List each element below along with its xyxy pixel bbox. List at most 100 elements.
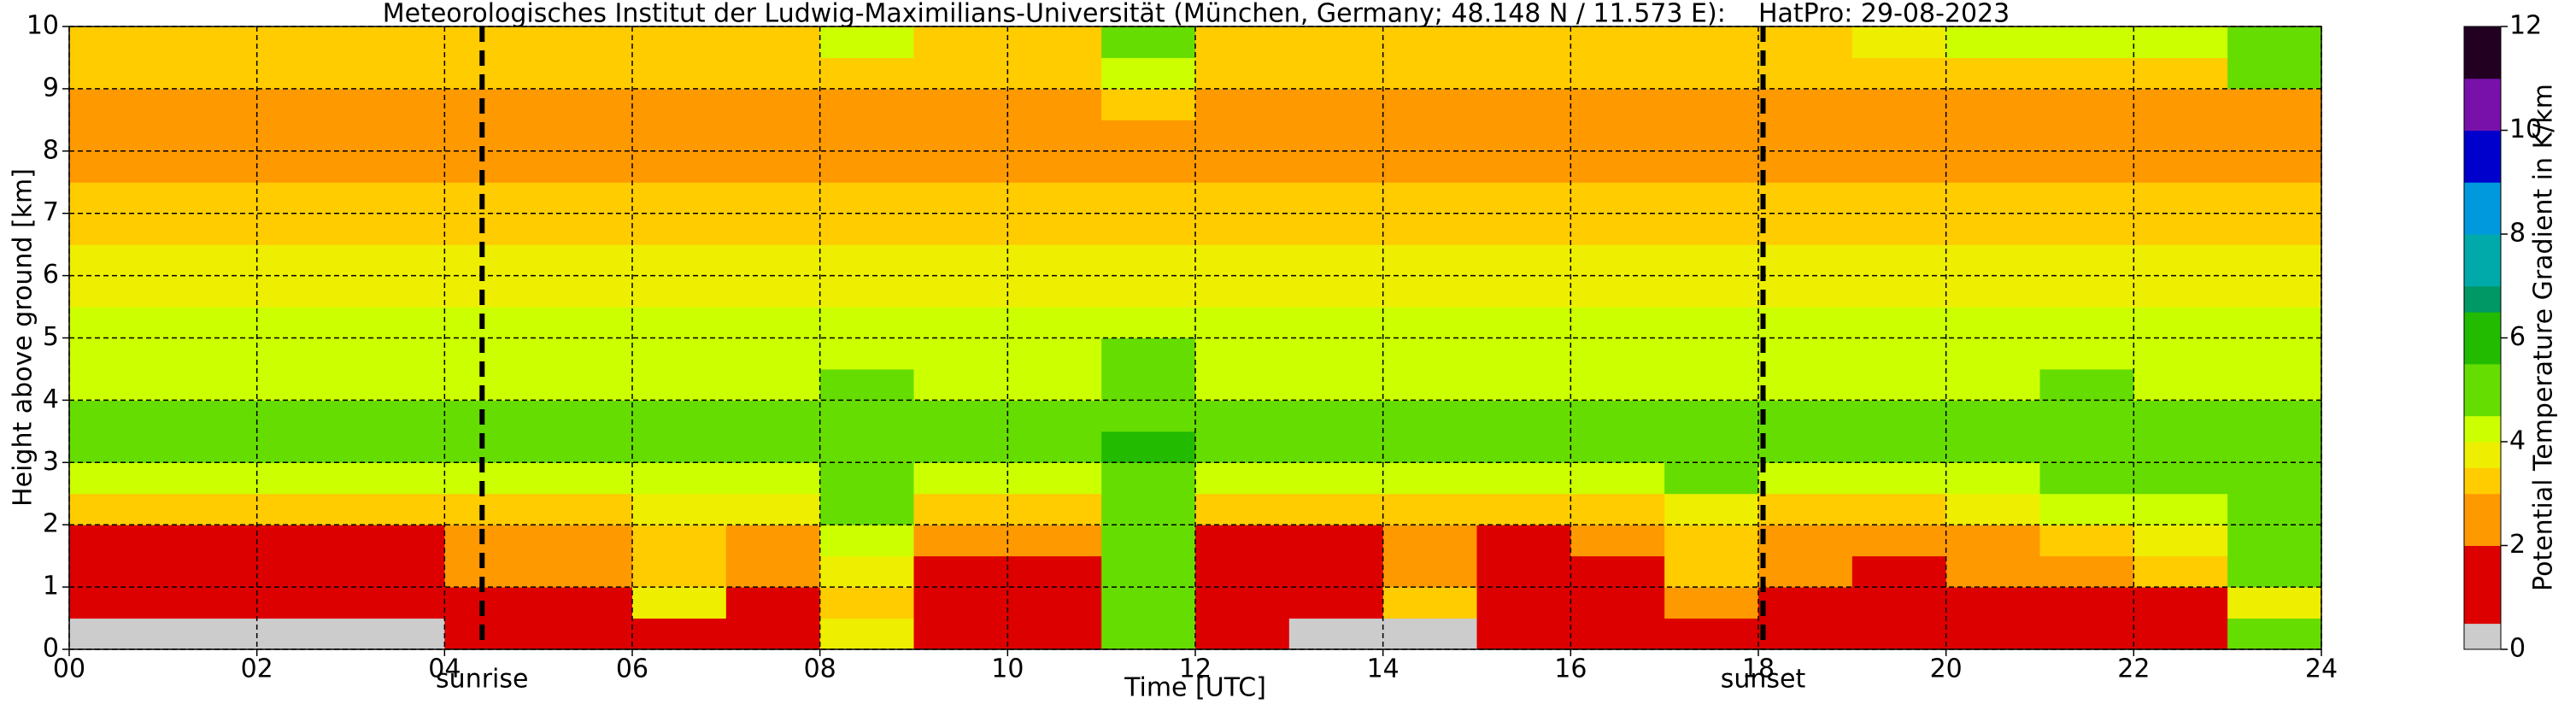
heatmap-cell: [538, 120, 633, 152]
heatmap-cell: [913, 182, 1008, 214]
heatmap-cell: [256, 431, 351, 463]
heatmap-cell: [69, 337, 164, 370]
heatmap-cell: [538, 150, 633, 183]
heatmap-cell: [1288, 26, 1384, 58]
heatmap-cell: [913, 307, 1008, 338]
heatmap-cell: [1758, 275, 1853, 308]
heatmap-cell: [350, 525, 445, 557]
heatmap-cell: [538, 88, 633, 120]
heatmap-cell: [1945, 400, 2040, 432]
heatmap-cell: [2227, 307, 2322, 338]
heatmap-cell: [1851, 213, 1947, 245]
heatmap-cell: [350, 26, 445, 58]
heatmap-cell: [725, 307, 821, 338]
colorbar-segment: [2464, 78, 2501, 131]
heatmap-cell: [538, 400, 633, 432]
heatmap-cell: [2133, 431, 2228, 463]
heatmap-cell: [538, 57, 633, 90]
heatmap-cell: [69, 150, 164, 183]
heatmap-cell: [444, 244, 539, 277]
heatmap-cell: [1288, 400, 1384, 432]
heatmap-cell: [725, 431, 821, 463]
heatmap-cell: [819, 400, 914, 432]
heatmap-cell: [538, 525, 633, 557]
heatmap-cell: [350, 400, 445, 432]
heatmap-cell: [256, 525, 351, 557]
heatmap-cell: [1664, 57, 1759, 90]
heatmap-cell: [2133, 120, 2228, 152]
chart-title: Meteorologisches Institut der Ludwig-Max…: [383, 0, 2010, 29]
heatmap-cell: [1476, 57, 1571, 90]
heatmap-cell: [444, 150, 539, 183]
heatmap-cell: [819, 307, 914, 338]
heatmap-cell: [913, 618, 1008, 650]
heatmap-cell: [350, 493, 445, 525]
heatmap-cell: [1195, 182, 1290, 214]
colorbar-segment: [2464, 442, 2501, 468]
heatmap-cell: [1382, 182, 1477, 214]
heatmap-cell: [69, 88, 164, 120]
heatmap-cell: [2039, 618, 2134, 650]
heatmap-cell: [1476, 307, 1571, 338]
heatmap-cell: [1288, 337, 1384, 370]
heatmap-cell: [725, 182, 821, 214]
heatmap-cell: [1664, 431, 1759, 463]
heatmap-cell: [1007, 337, 1102, 370]
heatmap-cell: [2227, 150, 2322, 183]
heatmap-cell: [2227, 618, 2322, 650]
heatmap-cell: [444, 57, 539, 90]
heatmap-cell: [1945, 555, 2040, 588]
heatmap-cell: [2133, 57, 2228, 90]
heatmap-cell: [725, 275, 821, 308]
heatmap-cell: [725, 462, 821, 495]
heatmap-cell: [256, 120, 351, 152]
heatmap-cell: [444, 431, 539, 463]
heatmap-cell: [350, 275, 445, 308]
x-tick-label: 20: [1930, 654, 1963, 684]
heatmap-cell: [1101, 587, 1196, 619]
heatmap-cell: [1758, 400, 1853, 432]
heatmap-cell: [2227, 182, 2322, 214]
heatmap-cell: [1476, 462, 1571, 495]
heatmap-cell: [725, 555, 821, 588]
heatmap-cell: [1758, 120, 1853, 152]
heatmap-cell: [1851, 88, 1947, 120]
heatmap-cell: [913, 26, 1008, 58]
heatmap-cell: [69, 275, 164, 308]
heatmap-cell: [1476, 587, 1571, 619]
heatmap-cell: [819, 525, 914, 557]
y-tick-label: 8: [43, 135, 59, 165]
heatmap-cell: [69, 462, 164, 495]
heatmap-cell: [2133, 462, 2228, 495]
heatmap-cell: [913, 57, 1008, 90]
heatmap-cell: [1288, 368, 1384, 401]
heatmap-cell: [2133, 525, 2228, 557]
heatmap-cell: [1007, 57, 1102, 90]
heatmap-cell: [1195, 337, 1290, 370]
heatmap-cell: [2133, 618, 2228, 650]
heatmap-cell: [538, 368, 633, 401]
heatmap-cell: [350, 587, 445, 619]
heatmap-cell: [1382, 120, 1477, 152]
heatmap-cell: [1288, 182, 1384, 214]
heatmap-cell: [725, 120, 821, 152]
heatmap-cell: [2039, 88, 2134, 120]
heatmap-cell: [1664, 213, 1759, 245]
heatmap-cell: [1101, 555, 1196, 588]
y-tick-label: 2: [43, 509, 59, 539]
event-label: sunrise: [436, 665, 528, 695]
heatmap-cell: [1476, 120, 1571, 152]
heatmap-cell: [725, 244, 821, 277]
heatmap-cell: [2227, 244, 2322, 277]
heatmap-cell: [2227, 120, 2322, 152]
heatmap-cell: [1476, 244, 1571, 277]
heatmap-cell: [632, 213, 727, 245]
x-tick-label: 10: [991, 654, 1024, 684]
heatmap-cell: [1101, 26, 1196, 58]
heatmap-cell: [2227, 462, 2322, 495]
heatmap-cell: [69, 400, 164, 432]
heatmap-cell: [256, 26, 351, 58]
heatmap-cell: [444, 587, 539, 619]
heatmap-cell: [162, 493, 258, 525]
